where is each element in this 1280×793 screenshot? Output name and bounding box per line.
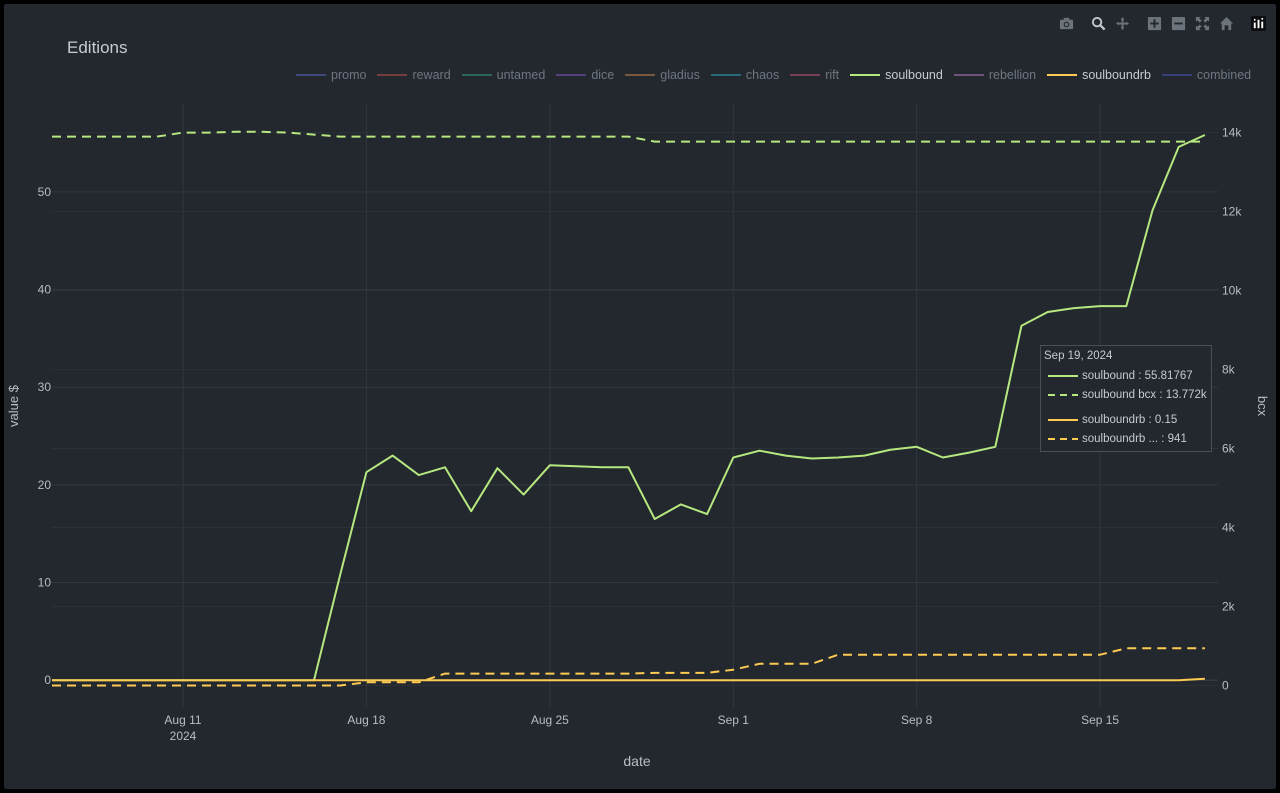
autoscale-icon[interactable]: [1190, 13, 1214, 33]
legend-label: combined: [1196, 68, 1252, 82]
x-tick-label: Sep 8: [901, 713, 933, 727]
legend-label: untamed: [496, 68, 546, 82]
chart-title: Editions: [67, 38, 128, 57]
legend-swatch: [461, 74, 492, 76]
legend-swatch: [1161, 74, 1192, 76]
y2-tick-label: 6k: [1222, 442, 1236, 456]
x-tick-sublabel: 2024: [170, 729, 197, 743]
legend-swatch: [625, 74, 656, 76]
plotly-logo-icon[interactable]: [1246, 13, 1270, 33]
legend-item-soulboundrb[interactable]: soulboundrb: [1047, 68, 1151, 82]
legend-item-reward[interactable]: reward: [377, 68, 451, 82]
legend-label: chaos: [745, 68, 780, 82]
hover-row-text: soulboundrb : 0.15: [1082, 414, 1178, 426]
legend-item-chaos[interactable]: chaos: [710, 68, 780, 82]
zoom-out-icon[interactable]: [1166, 13, 1190, 33]
legend-swatch: [790, 74, 821, 76]
y2-tick-label: 10k: [1222, 284, 1242, 298]
y2-tick-label: 14k: [1222, 126, 1242, 140]
y-tick-label: 30: [38, 380, 52, 394]
legend-item-gladius[interactable]: gladius: [625, 68, 700, 82]
hover-date: Sep 19, 2024: [1044, 350, 1113, 362]
y-tick-label: 20: [38, 478, 52, 492]
y-tick-label: 0: [44, 673, 51, 687]
x-tick-label: Aug 11: [164, 713, 201, 727]
series-line-soulbound-bcx[interactable]: [52, 130, 1205, 143]
y-tick-label: 50: [38, 185, 52, 199]
legend-item-rift[interactable]: rift: [790, 68, 839, 82]
x-tick-label: Aug 18: [347, 713, 385, 727]
series-line-soulboundrb-bcx[interactable]: [52, 647, 1205, 687]
legend-label: dice: [591, 68, 615, 82]
legend-label: rebellion: [988, 68, 1037, 82]
legend-swatch: [953, 74, 984, 76]
hover-row: soulbound bcx : 13.772k: [1048, 389, 1207, 401]
y-axis-title: value $: [6, 384, 21, 427]
y2-tick-label: 0: [1222, 678, 1229, 692]
hover-tooltip: Sep 19, 2024 soulbound : 55.81767 soulbo…: [1040, 345, 1212, 452]
legend-swatch: [377, 74, 408, 76]
hover-row: soulboundrb ... : 941: [1048, 433, 1187, 445]
legend-swatch: [1047, 74, 1078, 76]
legend-label: soulbound: [885, 68, 943, 82]
legend-label: soulboundrb: [1082, 68, 1151, 82]
zoom-icon[interactable]: [1086, 13, 1110, 33]
y2-tick-label: 12k: [1222, 205, 1242, 219]
legend-item-dice[interactable]: dice: [556, 68, 614, 82]
hover-row-text: soulbound : 55.81767: [1082, 370, 1193, 382]
camera-icon[interactable]: [1054, 13, 1078, 33]
legend-label: reward: [412, 68, 451, 82]
y2-tick-label: 4k: [1222, 521, 1236, 535]
legend-item-promo[interactable]: promo: [296, 68, 366, 82]
reset-axes-icon[interactable]: [1214, 13, 1238, 33]
legend-swatch: [296, 74, 326, 76]
y-tick-label: 10: [38, 576, 52, 590]
zoom-in-icon[interactable]: [1142, 13, 1166, 33]
hover-row-text: soulbound bcx : 13.772k: [1082, 389, 1207, 401]
x-tick-label: Aug 25: [531, 713, 569, 727]
hover-row: soulboundrb : 0.15: [1048, 414, 1177, 426]
legend-label: promo: [331, 68, 367, 82]
legend-item-soulbound[interactable]: soulbound: [850, 68, 943, 82]
legend-item-combined[interactable]: combined: [1161, 68, 1252, 82]
legend-swatch: [710, 74, 741, 76]
y2-axis-title: bcx: [1255, 396, 1270, 417]
hover-row-text: soulboundrb ... : 941: [1082, 433, 1187, 445]
x-tick-label: Sep 15: [1081, 713, 1119, 727]
hover-row: soulbound : 55.81767: [1048, 370, 1193, 382]
x-axis-title: date: [623, 753, 650, 769]
legend-label: gladius: [660, 68, 700, 82]
legend-label: rift: [825, 68, 840, 82]
legend-swatch: [850, 74, 881, 76]
modebar: [1054, 13, 1270, 33]
y2-tick-label: 2k: [1222, 600, 1236, 614]
y-tick-label: 40: [38, 283, 52, 297]
series-line-soulboundrb[interactable]: [52, 677, 1205, 682]
x-tick-label: Sep 1: [718, 713, 750, 727]
series-line-soulbound[interactable]: [52, 134, 1206, 682]
legend-swatch: [556, 74, 587, 76]
legend: promo reward untamed dice gladius chaos rift so…: [296, 68, 1262, 82]
pan-icon[interactable]: [1110, 13, 1134, 33]
legend-item-rebellion[interactable]: rebellion: [953, 68, 1037, 82]
legend-item-untamed[interactable]: untamed: [461, 68, 546, 82]
y2-tick-label: 8k: [1222, 363, 1236, 377]
